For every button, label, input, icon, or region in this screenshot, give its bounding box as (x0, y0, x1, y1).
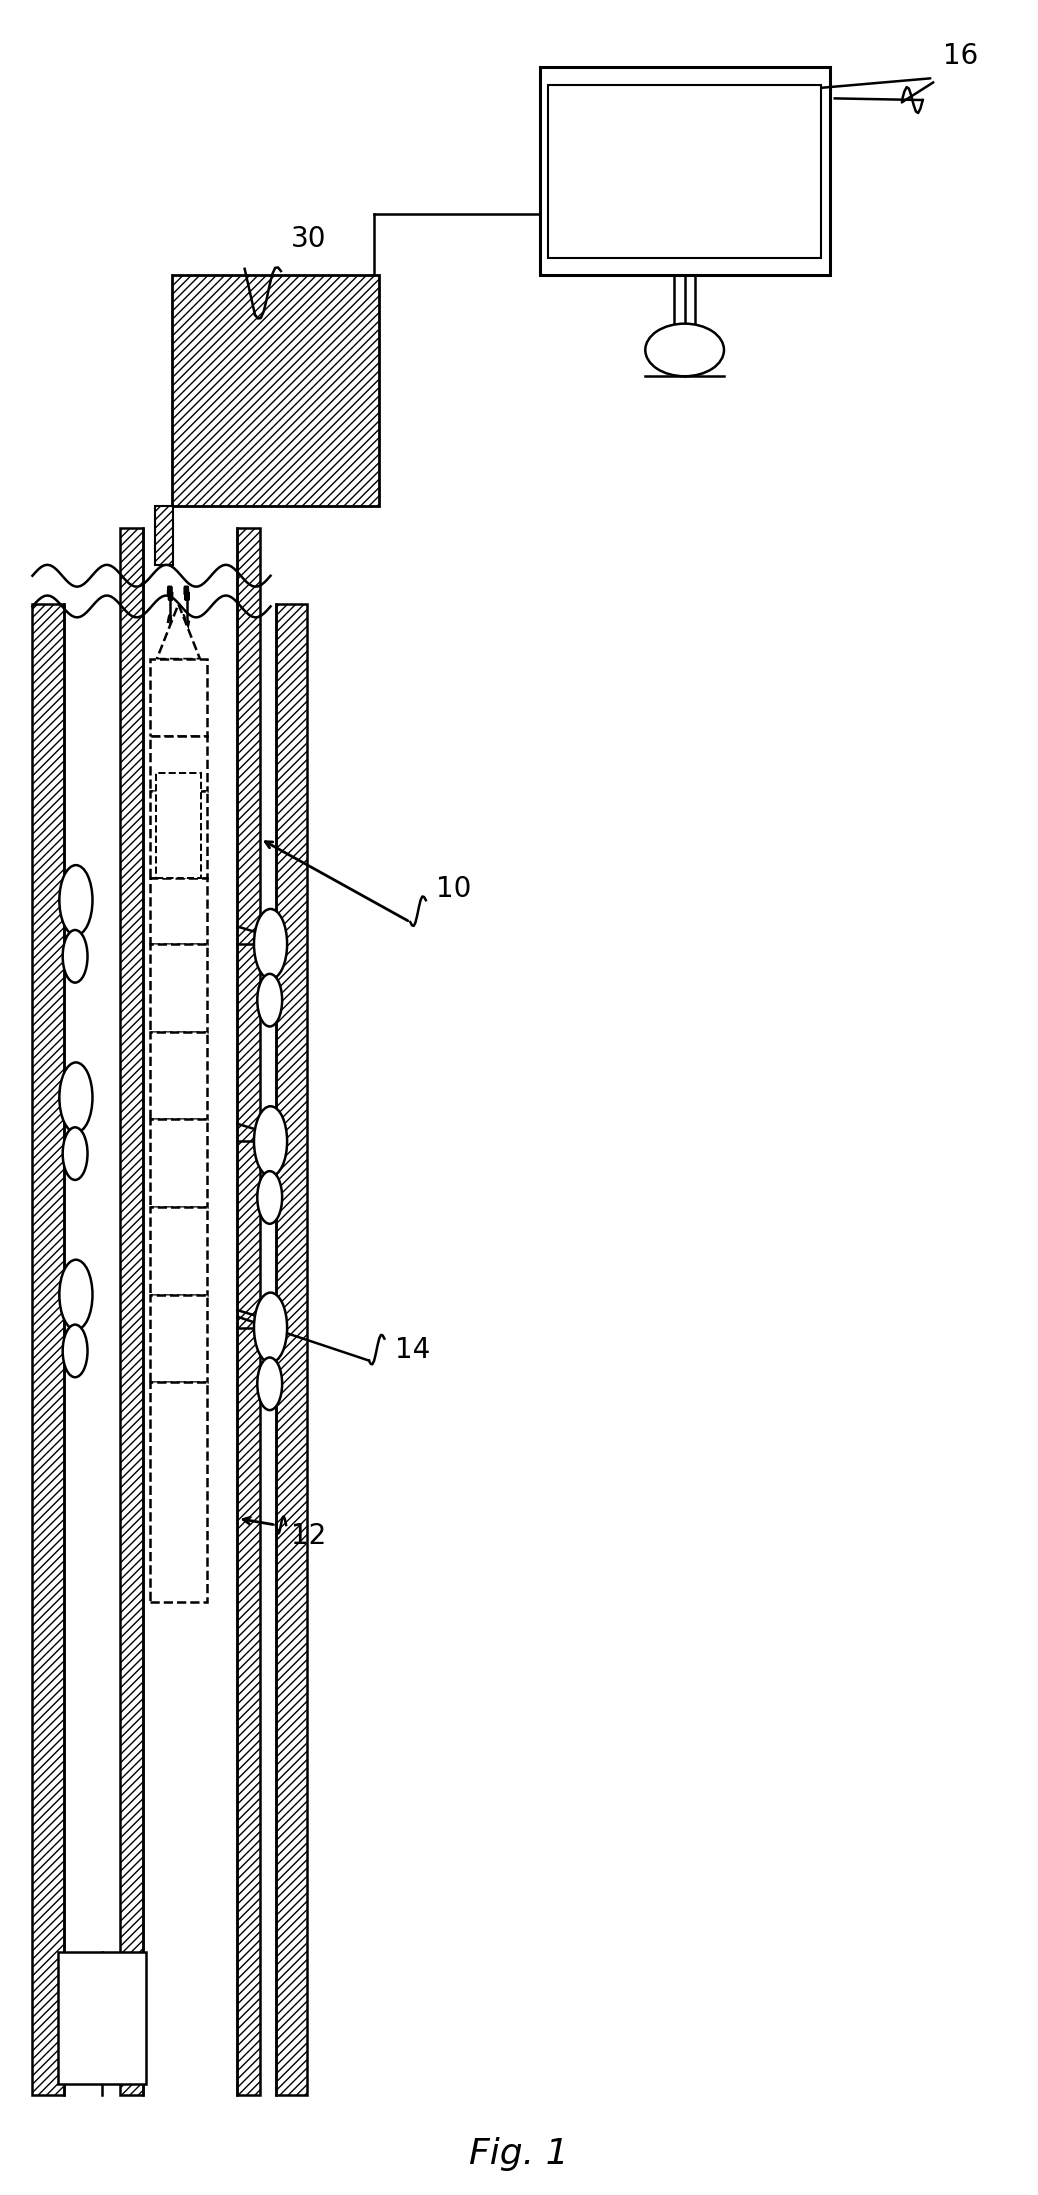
Bar (120, 527, 143, 2094)
Ellipse shape (646, 323, 723, 375)
Bar (32, 604, 63, 2094)
Bar (149, 1032, 207, 1119)
Bar (149, 944, 207, 1032)
Text: 12: 12 (292, 1521, 327, 1550)
Bar (149, 1295, 207, 1383)
Bar (58, 1954, 146, 2083)
Circle shape (62, 1128, 87, 1181)
Circle shape (62, 1324, 87, 1376)
Bar (540, 68, 829, 274)
Bar (149, 1383, 207, 1602)
Text: 16: 16 (944, 42, 979, 70)
Bar (149, 790, 207, 878)
Bar (149, 878, 207, 944)
Text: 30: 30 (292, 226, 327, 252)
Text: Fig. 1: Fig. 1 (469, 2138, 569, 2171)
Circle shape (59, 865, 92, 935)
Circle shape (254, 1106, 288, 1177)
Circle shape (257, 1357, 282, 1409)
Circle shape (257, 1172, 282, 1225)
Bar (155, 505, 173, 564)
Bar (276, 604, 307, 2094)
Bar (149, 1119, 207, 1207)
Bar (548, 86, 821, 257)
Bar (149, 1207, 207, 1295)
Text: 10: 10 (436, 876, 471, 902)
Circle shape (59, 1062, 92, 1133)
Circle shape (254, 909, 288, 979)
Circle shape (62, 931, 87, 983)
Bar (149, 658, 207, 735)
Bar (156, 773, 200, 878)
Circle shape (59, 1260, 92, 1330)
Bar (149, 735, 207, 790)
Bar (238, 527, 261, 2094)
Bar (172, 274, 379, 505)
Circle shape (254, 1293, 288, 1363)
Circle shape (257, 975, 282, 1027)
Text: 14: 14 (394, 1335, 430, 1363)
Polygon shape (157, 604, 200, 658)
